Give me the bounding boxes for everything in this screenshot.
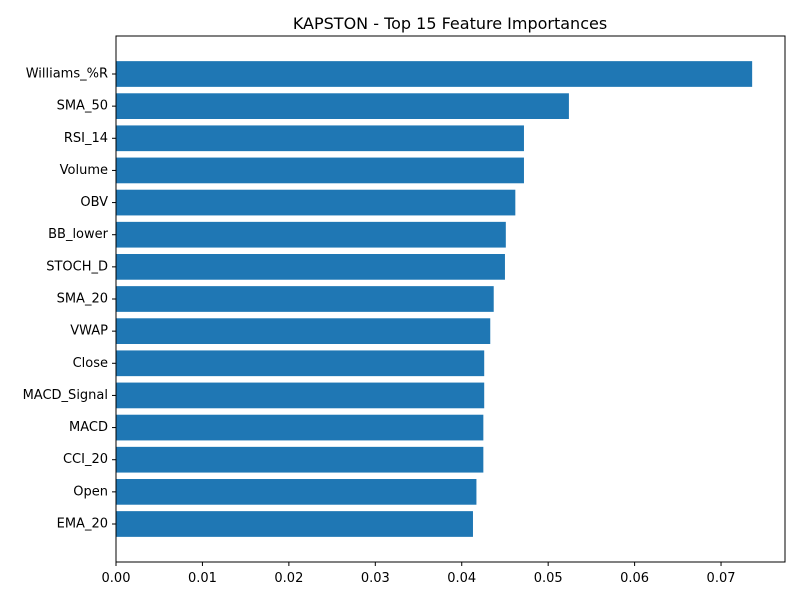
y-tick-label: Open [73, 484, 108, 499]
x-tick-label: 0.07 [707, 571, 736, 586]
bar-obv [116, 189, 516, 216]
bar-cci-20 [116, 446, 484, 473]
bar-vwap [116, 318, 491, 344]
y-tick-label: Williams_%R [26, 67, 108, 82]
plot-frame [115, 35, 786, 563]
bar-close [116, 350, 485, 377]
x-tick-label: 0.05 [534, 571, 563, 586]
x-tick-label: 0.06 [620, 571, 649, 586]
y-tick-label: MACD [69, 420, 108, 435]
y-tick-label: Volume [60, 163, 108, 178]
x-tick-label: 0.03 [361, 571, 390, 586]
y-tick-label: SMA_50 [57, 99, 108, 114]
bar-bb-lower [116, 221, 506, 248]
bars-group [116, 61, 753, 537]
y-tick-label: VWAP [70, 324, 108, 339]
y-tick-label: CCI_20 [63, 452, 108, 467]
bar-stoch-d [116, 254, 505, 280]
y-axis-ticks: Williams_%R SMA_50 RSI_14 Volume OBV BB_lower… [23, 67, 116, 532]
bar-macd [116, 414, 484, 441]
bar-open [116, 479, 477, 505]
x-tick-label: 0.04 [447, 571, 476, 586]
bar-williams-r [116, 61, 753, 87]
y-tick-label: EMA_20 [57, 517, 108, 532]
x-tick-label: 0.00 [102, 571, 131, 586]
x-tick-label: 0.01 [188, 571, 217, 586]
bar-rsi-14 [116, 125, 524, 152]
y-tick-label: OBV [80, 195, 108, 210]
y-tick-label: SMA_20 [57, 292, 108, 307]
y-tick-label: Close [73, 356, 108, 371]
x-tick-label: 0.02 [274, 571, 303, 586]
y-tick-label: STOCH_D [46, 259, 108, 274]
y-tick-label: BB_lower [48, 227, 109, 242]
y-tick-label: MACD_Signal [23, 388, 108, 403]
bar-macd-signal [116, 382, 485, 409]
bar-sma-50 [116, 93, 569, 119]
bar-volume [116, 157, 524, 184]
bar-sma-20 [116, 286, 494, 312]
chart-title: KAPSTON - Top 15 Feature Importances [293, 14, 607, 33]
y-tick-label: RSI_14 [64, 131, 108, 146]
bar-ema-20 [116, 511, 473, 537]
x-axis-ticks: 0.00 0.01 0.02 0.03 0.04 0.05 0.06 0.07 [102, 562, 736, 586]
